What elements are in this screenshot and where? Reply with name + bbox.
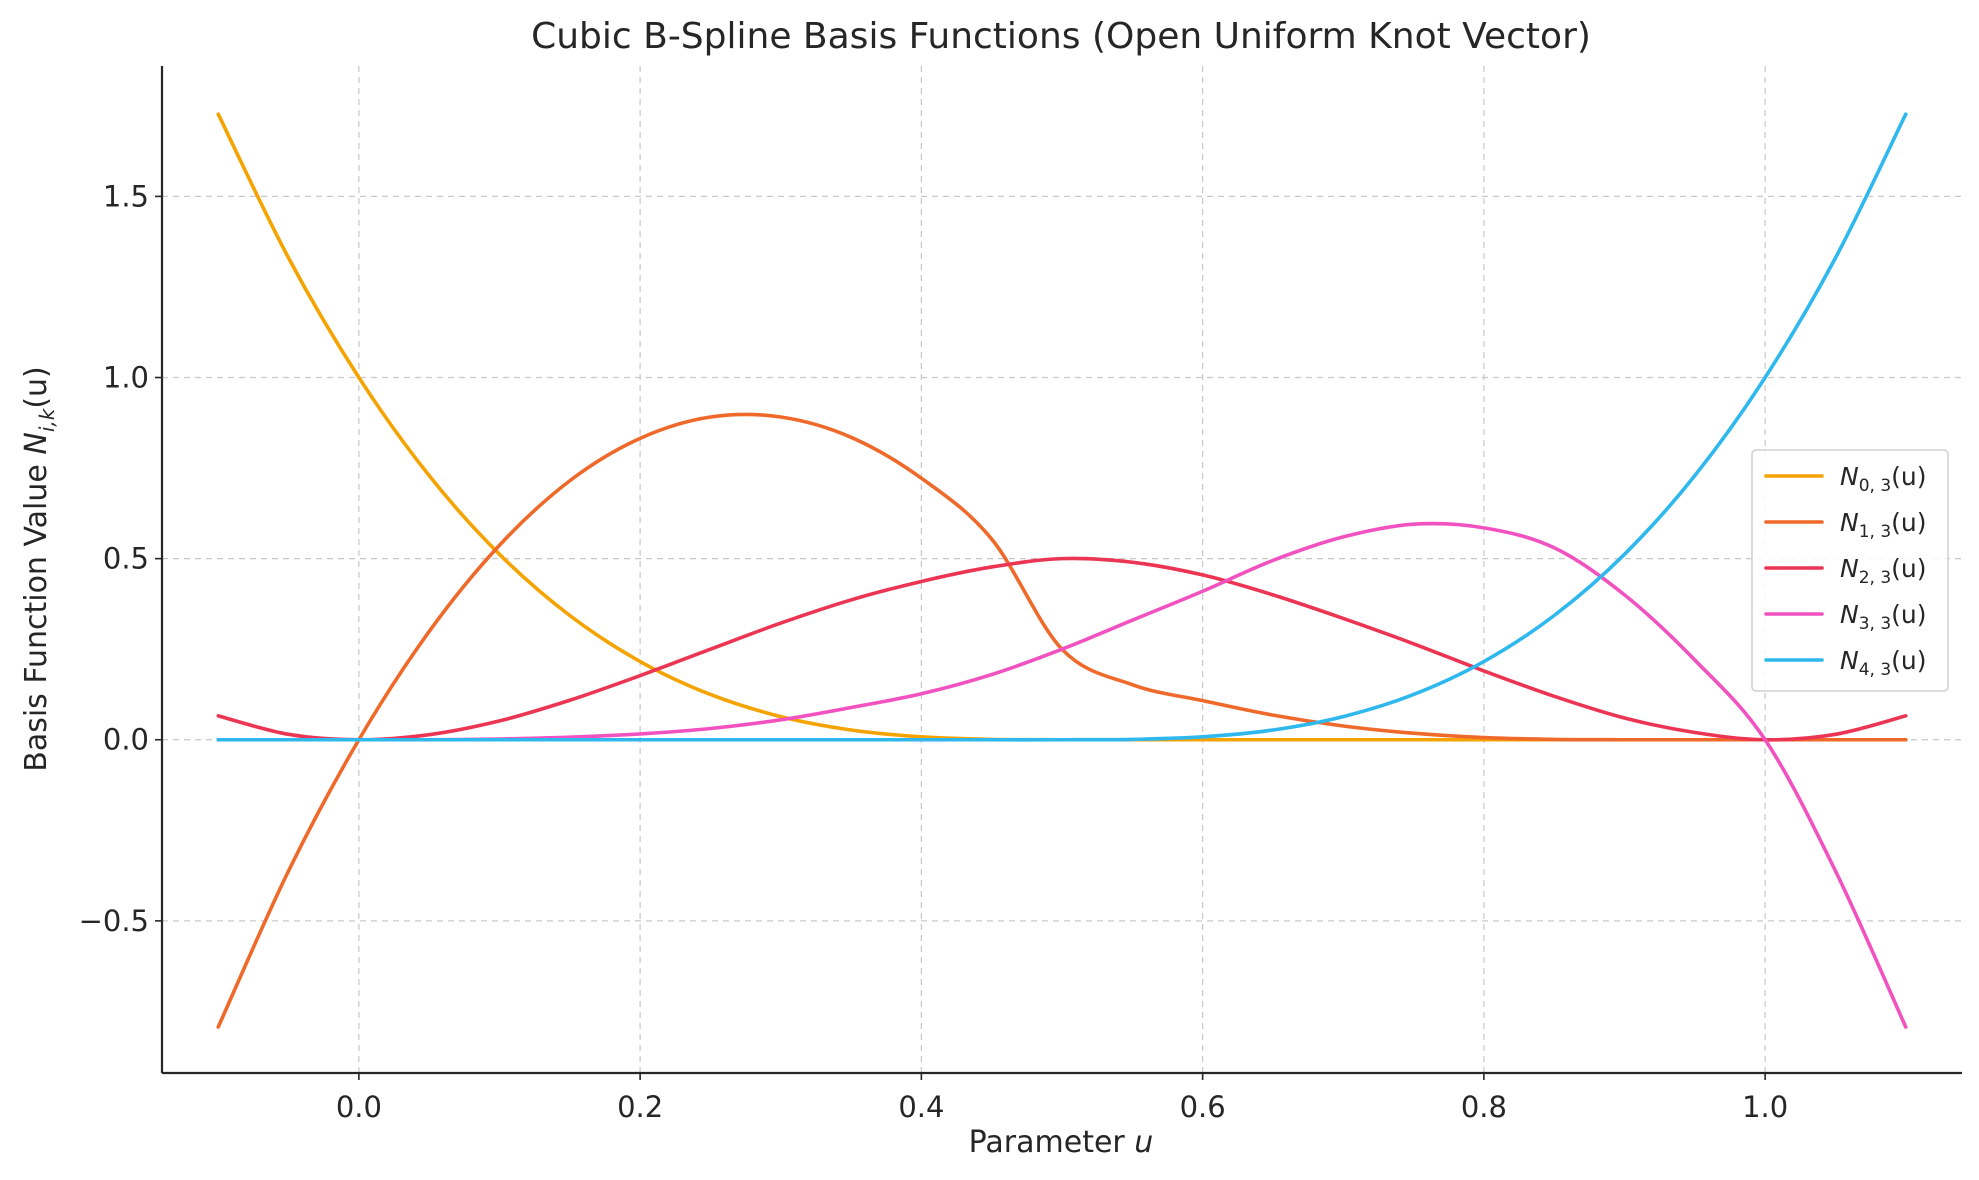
legend-frame [1751, 449, 1949, 692]
legend-label: N3, 3(u) [1840, 600, 1927, 634]
series-line-3 [216, 521, 1908, 1029]
legend-label-suffix: (u) [1891, 508, 1926, 537]
legend-item: N3, 3(u) [1764, 600, 1927, 634]
legend-label: N4, 3(u) [1840, 646, 1927, 680]
x-tick-label: 0.8 [1461, 1090, 1507, 1124]
legend-label: N2, 3(u) [1840, 554, 1927, 588]
legend-item: N2, 3(u) [1764, 554, 1927, 588]
legend-label-symbol: N [1840, 508, 1859, 537]
x-ticks: 0.0 0.2 0.4 0.6 0.8 1.0 [336, 1073, 1788, 1124]
legend-label-subscript: 1, 3 [1859, 522, 1891, 542]
axes [160, 66, 1962, 1075]
y-axis-label-suffix: (u) [19, 366, 54, 408]
x-axis-label: Parameter u [969, 1125, 1154, 1160]
legend-label-symbol: N [1840, 600, 1859, 629]
legend-label-suffix: (u) [1891, 646, 1926, 675]
y-axis-label-symbol: N [19, 432, 54, 454]
y-axis-label-prefix: Basis Function Value [19, 455, 54, 772]
y-tick-label: 0.5 [103, 542, 149, 576]
x-tick-label: 1.0 [1742, 1090, 1788, 1124]
legend-label-subscript: 0, 3 [1859, 476, 1891, 496]
y-tick-label: −0.5 [79, 904, 149, 938]
legend: N0, 3(u)N1, 3(u)N2, 3(u)N3, 3(u)N4, 3(u) [1751, 449, 1949, 692]
y-tick-label: 1.0 [103, 361, 149, 395]
legend-label-suffix: (u) [1891, 600, 1926, 629]
legend-label-symbol: N [1840, 646, 1859, 675]
x-tick-label: 0.0 [336, 1090, 382, 1124]
legend-label: N0, 3(u) [1840, 462, 1927, 496]
x-axis-label-prefix: Parameter [969, 1125, 1135, 1160]
y-axis-label-subscript: i,k [35, 407, 59, 432]
legend-label-subscript: 3, 3 [1859, 614, 1891, 634]
chart-title: Cubic B-Spline Basis Functions (Open Uni… [531, 16, 1591, 57]
legend-label-symbol: N [1840, 462, 1859, 491]
legend-item: N1, 3(u) [1764, 508, 1927, 542]
x-tick-label: 0.4 [898, 1090, 944, 1124]
y-axis-label: Basis Function Value Ni,k(u) [19, 366, 59, 772]
y-tick-label: 1.5 [103, 179, 149, 213]
legend-label-suffix: (u) [1891, 554, 1926, 583]
y-ticks: −0.5 0.0 0.5 1.0 1.5 [79, 179, 162, 938]
legend-item: N4, 3(u) [1764, 646, 1927, 680]
series-layer [216, 112, 1908, 1029]
x-tick-label: 0.6 [1180, 1090, 1226, 1124]
series-line-4 [216, 112, 1908, 742]
series-line-1 [216, 412, 1908, 1029]
grid [162, 66, 1962, 1073]
x-tick-label: 0.2 [617, 1090, 663, 1124]
legend-label-symbol: N [1840, 554, 1859, 583]
legend-label-suffix: (u) [1891, 462, 1926, 491]
series-line-2 [216, 556, 1908, 742]
legend-label-subscript: 2, 3 [1859, 568, 1891, 588]
legend-item: N0, 3(u) [1764, 462, 1927, 496]
x-axis-label-variable: u [1134, 1125, 1153, 1160]
series-line-0 [216, 112, 1908, 742]
legend-label-subscript: 4, 3 [1859, 660, 1891, 680]
y-tick-label: 0.0 [103, 723, 149, 757]
legend-label: N1, 3(u) [1840, 508, 1927, 542]
